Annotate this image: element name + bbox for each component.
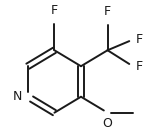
Text: O: O [103, 117, 112, 130]
Text: N: N [13, 90, 22, 103]
Text: F: F [136, 60, 143, 73]
Text: F: F [136, 33, 143, 46]
Text: F: F [51, 4, 58, 17]
Text: F: F [104, 5, 111, 18]
